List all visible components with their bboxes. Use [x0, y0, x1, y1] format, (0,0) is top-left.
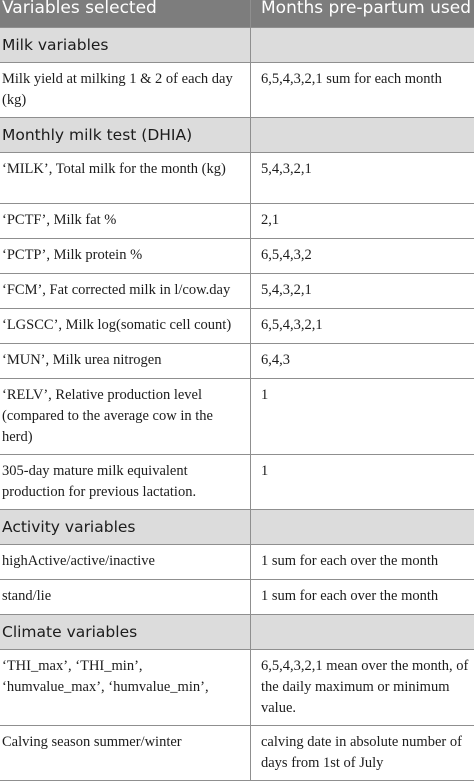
months-cell: 2,1 [251, 204, 474, 239]
months-cell: calving date in absolute number of days … [251, 726, 474, 781]
variable-cell: stand/lie [0, 580, 251, 615]
months-cell: 5,4,3,2,1 [251, 274, 474, 309]
table-row: ‘PCTP’, Milk protein % 6,5,4,3,2 [0, 239, 474, 274]
variable-cell: ‘MILK’, Total milk for the month (kg) [0, 153, 251, 204]
table-row: ‘MUN’, Milk urea nitrogen 6,4,3 [0, 344, 474, 379]
variable-cell: ‘FCM’, Fat corrected milk in l/cow.day [0, 274, 251, 309]
header-variables-selected: Variables selected [0, 0, 251, 28]
section-row-climate: Climate variables [0, 615, 474, 650]
table-row: 305-day mature milk equivalent productio… [0, 455, 474, 510]
table-row: ‘LGSCC’, Milk log(somatic cell count) 6,… [0, 309, 474, 344]
table-row: Calving season summer/winter calving dat… [0, 726, 474, 781]
months-cell: 6,4,3 [251, 344, 474, 379]
section-row-milk: Milk variables [0, 28, 474, 63]
table-row: ‘PCTF’, Milk fat % 2,1 [0, 204, 474, 239]
header-row: Variables selected Months pre-partum use… [0, 0, 474, 28]
section-row-activity: Activity variables [0, 510, 474, 545]
months-cell: 6,5,4,3,2,1 sum for each month [251, 63, 474, 118]
table-row: stand/lie 1 sum for each over the month [0, 580, 474, 615]
section-label: Milk variables [0, 28, 251, 63]
section-label: Activity variables [0, 510, 251, 545]
variable-cell: ‘RELV’, Relative production level (compa… [0, 379, 251, 455]
section-label: Climate variables [0, 615, 251, 650]
variable-cell: ‘PCTP’, Milk protein % [0, 239, 251, 274]
months-cell: 1 sum for each over the month [251, 545, 474, 580]
variable-cell: Milk yield at milking 1 & 2 of each day … [0, 63, 251, 118]
variable-cell: 305-day mature milk equivalent productio… [0, 455, 251, 510]
variable-cell: Calving season summer/winter [0, 726, 251, 781]
variable-cell: ‘LGSCC’, Milk log(somatic cell count) [0, 309, 251, 344]
table-row: Milk yield at milking 1 & 2 of each day … [0, 63, 474, 118]
table-row: ‘THI_max’, ‘THI_min’, ‘humvalue_max’, ‘h… [0, 650, 474, 726]
months-cell: 6,5,4,3,2 [251, 239, 474, 274]
months-cell: 1 sum for each over the month [251, 580, 474, 615]
months-cell: 6,5,4,3,2,1 [251, 309, 474, 344]
header-months-pre-partum: Months pre-partum used [251, 0, 474, 28]
table-row: ‘FCM’, Fat corrected milk in l/cow.day 5… [0, 274, 474, 309]
months-cell: 1 [251, 379, 474, 455]
table-row: highActive/active/inactive 1 sum for eac… [0, 545, 474, 580]
variable-cell: ‘MUN’, Milk urea nitrogen [0, 344, 251, 379]
section-label: Monthly milk test (DHIA) [0, 118, 251, 153]
months-cell: 6,5,4,3,2,1 mean over the month, of the … [251, 650, 474, 726]
months-cell: 5,4,3,2,1 [251, 153, 474, 204]
months-cell: 1 [251, 455, 474, 510]
variable-cell: ‘PCTF’, Milk fat % [0, 204, 251, 239]
variable-cell: highActive/active/inactive [0, 545, 251, 580]
table-row: ‘MILK’, Total milk for the month (kg) 5,… [0, 153, 474, 204]
variable-cell: ‘THI_max’, ‘THI_min’, ‘humvalue_max’, ‘h… [0, 650, 251, 726]
table-row: ‘RELV’, Relative production level (compa… [0, 379, 474, 455]
section-row-dhia: Monthly milk test (DHIA) [0, 118, 474, 153]
